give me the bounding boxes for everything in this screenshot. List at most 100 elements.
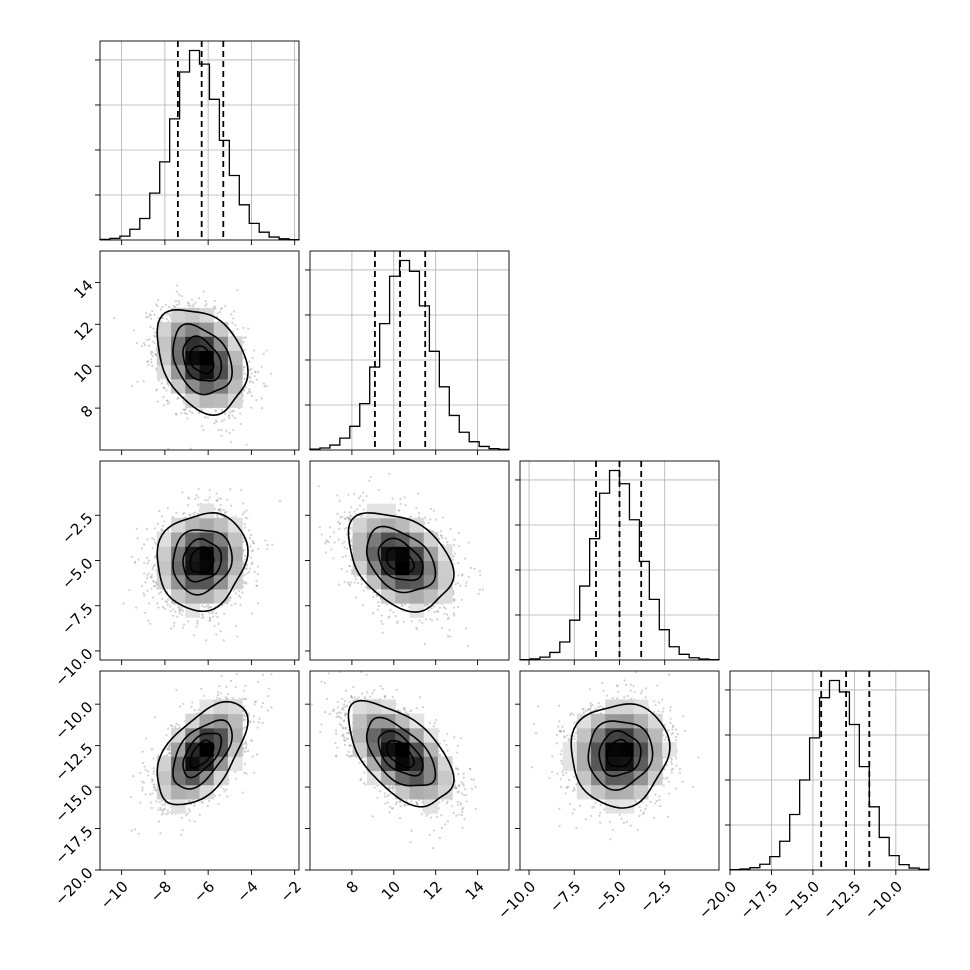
scatter-point	[236, 289, 239, 292]
scatter-point	[243, 573, 247, 576]
scatter-point	[433, 611, 436, 614]
scatter-point	[193, 511, 197, 514]
scatter-point	[166, 603, 169, 606]
scatter-point	[234, 685, 237, 689]
scatter-point	[448, 628, 451, 632]
scatter-point	[343, 511, 346, 514]
scatter-point	[143, 594, 146, 597]
scatter-point	[436, 610, 439, 613]
scatter-point	[244, 567, 247, 570]
scatter-point	[175, 688, 178, 691]
scatter-point	[229, 411, 232, 414]
scatter-point	[178, 293, 181, 296]
scatter-point	[166, 399, 169, 402]
scatter-point	[187, 304, 190, 307]
density-cell	[423, 588, 439, 604]
scatter-point	[164, 600, 167, 603]
scatter-point	[348, 517, 352, 520]
scatter-point	[179, 608, 182, 611]
scatter-point	[243, 726, 246, 730]
scatter-point	[188, 513, 191, 517]
scatter-point	[151, 566, 155, 569]
scatter-panel-1-0	[99, 250, 300, 451]
scatter-point	[338, 499, 341, 502]
scatter-point	[169, 605, 172, 608]
scatter-point	[404, 504, 407, 507]
scatter-point	[149, 622, 152, 625]
scatter-point	[244, 750, 247, 753]
scatter-point	[242, 747, 245, 750]
scatter-point	[203, 416, 207, 419]
scatter-point	[262, 352, 265, 355]
scatter-point	[376, 608, 379, 611]
scatter-point	[166, 748, 170, 751]
scatter-point	[143, 561, 146, 564]
scatter-point	[242, 582, 245, 585]
scatter-point	[191, 298, 194, 301]
density-cell	[156, 322, 172, 337]
scatter-point	[234, 324, 237, 327]
scatter-point	[141, 789, 144, 792]
scatter-point	[340, 568, 343, 571]
scatter-point	[217, 428, 220, 431]
scatter-point	[141, 761, 145, 764]
scatter-point	[166, 507, 169, 510]
scatter-point	[260, 397, 263, 400]
density-cell	[395, 517, 410, 533]
scatter-point	[186, 417, 189, 420]
scatter-point	[245, 443, 248, 446]
scatter-point	[330, 548, 333, 551]
scatter-point	[438, 606, 441, 609]
scatter-point	[444, 537, 447, 540]
scatter-point	[229, 596, 232, 600]
scatter-point	[431, 619, 434, 622]
scatter-point	[146, 577, 149, 580]
scatter-point	[365, 495, 368, 498]
scatter-point	[243, 713, 246, 716]
scatter-point	[427, 521, 430, 525]
scatter-point	[467, 575, 470, 579]
scatter-point	[250, 372, 253, 375]
scatter-point	[242, 561, 245, 564]
density-cell	[213, 532, 229, 547]
density-cell	[199, 393, 215, 408]
scatter-point	[211, 615, 215, 618]
scatter-point	[154, 331, 157, 334]
scatter-point	[219, 510, 222, 513]
scatter-point	[243, 697, 246, 701]
scatter-point	[265, 384, 268, 388]
scatter-point	[153, 786, 156, 789]
scatter-point	[453, 538, 456, 541]
scatter-point	[228, 417, 231, 420]
scatter-point	[139, 801, 142, 804]
scatter-point	[151, 792, 154, 795]
scatter-point	[218, 508, 221, 511]
scatter-point	[248, 536, 252, 539]
scatter-point	[165, 389, 168, 392]
scatter-point	[250, 533, 253, 537]
scatter-point	[209, 619, 212, 622]
scatter-point	[210, 606, 213, 609]
scatter-point	[174, 412, 178, 415]
scatter-point	[343, 527, 346, 530]
scatter-point	[205, 302, 208, 306]
scatter-point	[266, 543, 269, 547]
scatter-point	[167, 747, 170, 750]
scatter-point	[142, 380, 145, 383]
scatter-panel-2-1	[309, 460, 510, 661]
density-cell	[199, 307, 215, 323]
scatter-point	[349, 584, 352, 587]
scatter-point	[348, 564, 351, 568]
scatter-point	[208, 619, 211, 622]
scatter-point	[242, 389, 246, 392]
scatter-point	[163, 607, 166, 610]
scatter-point	[231, 410, 234, 413]
scatter-point	[197, 412, 200, 415]
scatter-point	[215, 315, 219, 318]
scatter-point	[353, 581, 356, 584]
density-cell	[352, 517, 368, 533]
scatter-point	[222, 787, 225, 791]
scatter-point	[151, 364, 154, 367]
scatter-point	[167, 384, 171, 387]
